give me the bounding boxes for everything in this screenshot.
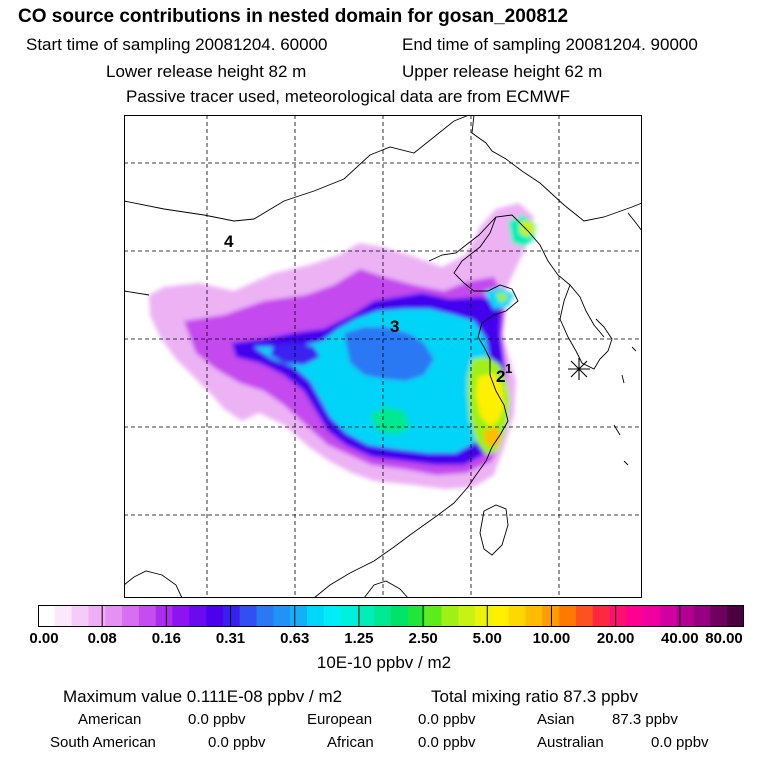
color-scale-tick-label: 5.00	[472, 630, 502, 647]
color-scale-tick-label: 0.08	[87, 630, 117, 647]
concentration-field	[149, 203, 536, 489]
color-scale-swatch	[273, 605, 291, 627]
color-scale-swatch	[575, 605, 594, 627]
asian-label: Asian	[537, 711, 575, 728]
upper-release-text: Upper release height 62 m	[402, 62, 603, 81]
color-scale-tick-label: 10.00	[532, 630, 571, 647]
color-scale-tick-label: 80.00	[705, 630, 743, 647]
color-scale-swatch	[306, 605, 325, 627]
color-scale-swatch	[475, 605, 493, 627]
region-label-2: 2	[496, 367, 505, 386]
color-scale-swatch	[491, 605, 509, 627]
region-label-1: 1	[505, 361, 512, 376]
end-time-text: End time of sampling 20081204. 90000	[402, 35, 698, 54]
color-scale-swatch	[71, 605, 89, 627]
color-scale-swatch	[643, 605, 661, 627]
total-mixing-ratio-text: Total mixing ratio 87.3 ppbv	[431, 687, 638, 706]
african-label: African	[327, 734, 374, 751]
color-scale-swatch	[407, 605, 425, 627]
color-scale-swatch	[525, 605, 543, 627]
asian-value: 87.3 ppbv	[612, 711, 678, 728]
color-scale-swatch	[122, 605, 140, 627]
maximum-value-text: Maximum value 0.111E-08 ppbv / m2	[63, 687, 343, 706]
south-american-value: 0.0 ppbv	[208, 734, 266, 751]
color-scale-units: 10E-10 ppbv / m2	[316, 653, 452, 672]
color-scale-tick-label: 40.00	[661, 630, 699, 647]
american-value: 0.0 ppbv	[188, 711, 246, 728]
color-scale-swatch	[609, 605, 627, 627]
south-american-label: South American	[50, 734, 156, 751]
color-scale-swatch	[88, 605, 106, 627]
color-scale-tick-label: 0.16	[151, 630, 181, 647]
region-label-4: 4	[224, 232, 234, 251]
color-scale-swatch	[172, 605, 190, 627]
color-scale-bar	[38, 605, 744, 627]
coastlines-and-borders	[124, 115, 642, 598]
receptor-marker-icon	[568, 358, 590, 380]
color-scale-swatch	[239, 605, 257, 627]
european-label: European	[307, 711, 373, 728]
color-scale-swatch	[323, 605, 341, 627]
color-scale-swatch	[626, 605, 644, 627]
color-scale-swatch	[659, 605, 678, 627]
color-scale-swatch	[374, 605, 392, 627]
color-scale-swatch	[105, 605, 123, 627]
color-scale-tick-label: 0.31	[215, 630, 246, 647]
color-scale-swatch	[357, 605, 375, 627]
color-scale-swatch	[424, 605, 442, 627]
color-scale-swatch	[340, 605, 358, 627]
color-scale-tick-label: 0.00	[29, 630, 59, 647]
color-scale-swatch	[290, 605, 308, 627]
grid-lines	[124, 115, 642, 598]
color-scale-swatch	[559, 605, 577, 627]
american-label: American	[78, 711, 142, 728]
color-scale-swatch	[542, 605, 560, 627]
color-scale-swatch	[38, 605, 56, 627]
start-time-text: Start time of sampling 20081204. 60000	[26, 35, 328, 54]
region-label-3: 3	[390, 317, 399, 336]
color-scale-swatch	[189, 605, 207, 627]
color-scale-swatch	[676, 605, 694, 627]
source-contribution-map: 4 3 2 1	[124, 115, 642, 598]
lower-release-text: Lower release height 82 m	[106, 62, 307, 81]
color-scale-swatch	[54, 605, 72, 627]
color-scale-tick-label: 1.25	[344, 630, 374, 647]
australian-value: 0.0 ppbv	[651, 734, 709, 751]
color-scale-frame	[38, 605, 744, 627]
color-scale-swatch	[727, 605, 744, 627]
color-scale-swatch	[138, 605, 156, 627]
color-scale-tick-label: 20.00	[596, 630, 635, 647]
color-scale-swatch	[693, 605, 711, 627]
african-value: 0.0 ppbv	[418, 734, 476, 751]
color-scale-swatch	[458, 605, 476, 627]
map-title: CO source contributions in nested domain…	[18, 6, 569, 27]
color-scale-swatch	[206, 605, 224, 627]
color-scale-swatch	[256, 605, 274, 627]
color-scale-swatch	[441, 605, 459, 627]
tracer-note-text: Passive tracer used, meteorological data…	[126, 87, 571, 106]
color-scale-tick-label: 0.63	[280, 630, 310, 647]
color-scale-swatch	[391, 605, 409, 627]
color-scale-swatch	[508, 605, 526, 627]
color-scale-swatch	[155, 605, 173, 627]
color-scale-swatch	[222, 605, 241, 627]
australian-label: Australian	[537, 734, 604, 751]
color-scale-swatch	[592, 605, 610, 627]
color-scale-tick-label: 2.50	[408, 630, 438, 647]
color-scale-swatch	[710, 605, 728, 627]
european-value: 0.0 ppbv	[418, 711, 476, 728]
map-frame	[124, 115, 642, 598]
